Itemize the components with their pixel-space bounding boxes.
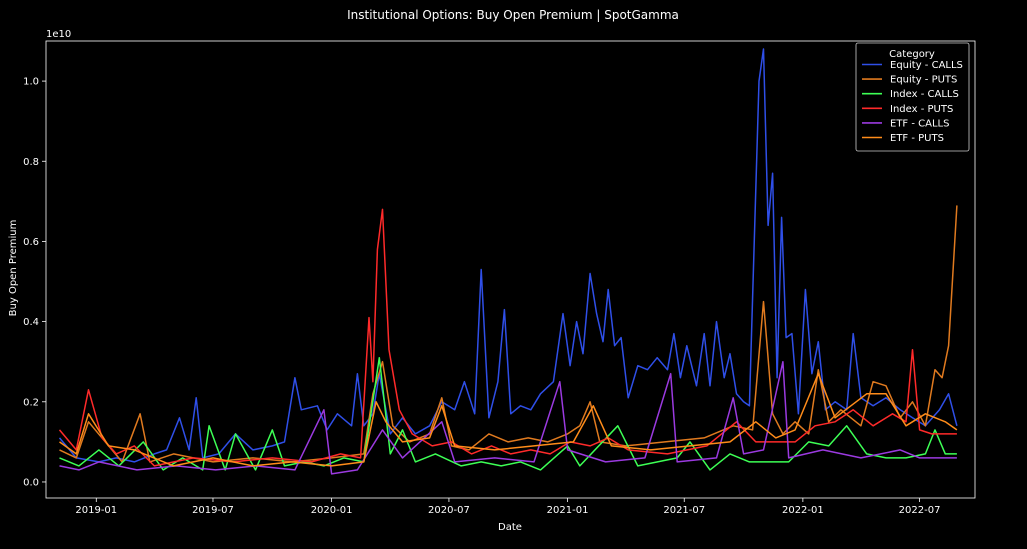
x-axis-ticks: 2019-01 2019-07 2020-01 2020-07 2021-01 2021-… <box>75 498 940 516</box>
y-tick-label: 0.6 <box>23 237 39 248</box>
series-line-5 <box>59 372 958 467</box>
series-line-2 <box>59 356 957 471</box>
legend: Category Equity - CALLS Equity - PUTS Inde… <box>855 42 970 152</box>
x-tick-label: 2022-07 <box>899 505 941 516</box>
x-tick-label: 2020-07 <box>428 505 470 516</box>
legend-label: Index - CALLS <box>890 89 959 100</box>
plot-area <box>45 40 976 499</box>
legend-items: Equity - CALLS Equity - PUTS Index - CALLS… <box>862 60 963 144</box>
legend-box <box>855 42 970 152</box>
legend-label: ETF - PUTS <box>890 133 944 144</box>
x-tick-label: 2021-07 <box>663 505 705 516</box>
series-line-0 <box>58 48 958 463</box>
y-tick-label: 0.4 <box>23 317 39 328</box>
x-tick-label: 2019-07 <box>192 505 234 516</box>
series-line-4 <box>59 360 957 475</box>
x-tick-label: 2019-01 <box>75 505 117 516</box>
chart-title: Institutional Options: Buy Open Premium … <box>347 8 679 22</box>
series-lines <box>58 48 958 475</box>
y-tick-label: 0.2 <box>23 397 39 408</box>
x-axis-label: Date <box>498 522 522 533</box>
series-line-1 <box>59 205 958 463</box>
legend-label: ETF - CALLS <box>890 118 949 129</box>
legend-label: Index - PUTS <box>890 104 953 115</box>
y-axis-multiplier: 1e10 <box>46 29 71 40</box>
x-tick-label: 2021-01 <box>547 505 589 516</box>
y-tick-label: 1.0 <box>23 77 39 88</box>
y-axis-ticks: 0.0 0.2 0.4 0.6 0.8 1.0 <box>23 77 46 488</box>
y-tick-label: 0.0 <box>23 477 39 488</box>
x-tick-label: 2020-01 <box>311 505 353 516</box>
y-axis-label: Buy Open Premium <box>8 220 19 317</box>
x-tick-label: 2022-01 <box>782 505 824 516</box>
y-tick-label: 0.8 <box>23 157 39 168</box>
legend-title: Category <box>889 49 935 60</box>
legend-label: Equity - PUTS <box>890 75 957 86</box>
legend-label: Equity - CALLS <box>890 60 963 71</box>
